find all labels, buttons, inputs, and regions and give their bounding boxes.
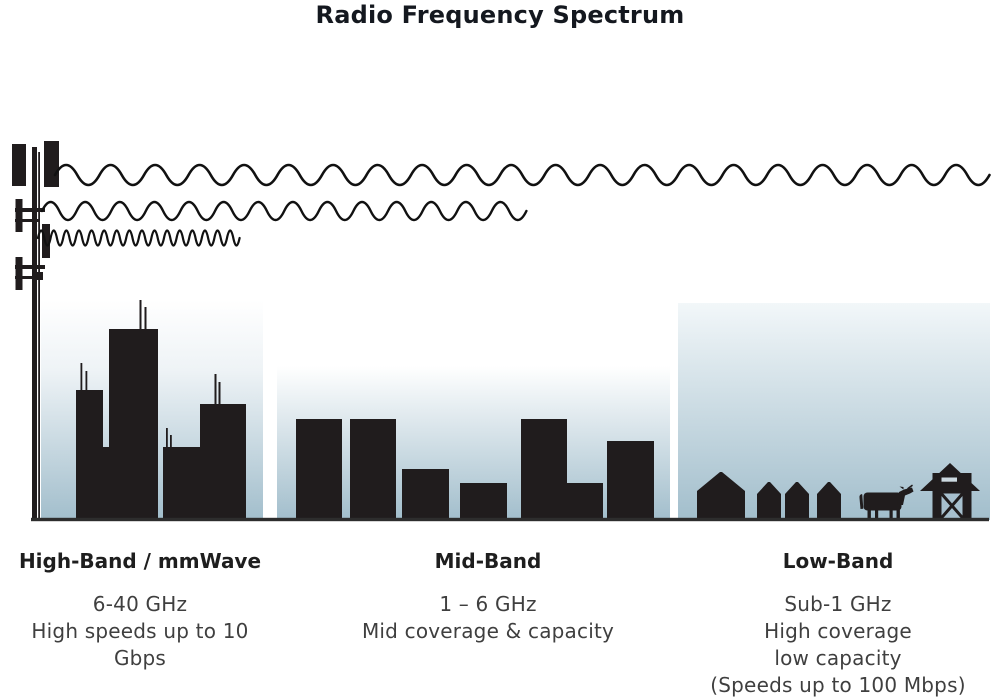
high-band-frequency: 6-40 GHz	[92, 592, 188, 616]
radio-waves	[36, 163, 991, 247]
low-band-label: Low-Band	[782, 549, 894, 573]
mid-band-description: 1 – 6 GHz Mid coverage & capacity	[358, 591, 618, 645]
mid-density-buildings	[296, 419, 654, 520]
spectrum-scene	[12, 141, 991, 522]
low-band-long-wavelength-wave	[53, 163, 991, 187]
low-band-coverage: High coverage	[764, 619, 912, 643]
high-band-speed: High speeds up to 10 Gbps	[31, 619, 249, 670]
low-band-frequency: Sub-1 GHz	[784, 592, 892, 616]
mid-band-frequency: 1 – 6 GHz	[439, 592, 537, 616]
barn-icon	[920, 463, 980, 521]
cow-icon	[859, 484, 914, 521]
mid-band-medium-wavelength-wave	[40, 200, 528, 222]
high-band-short-wavelength-wave	[36, 229, 241, 247]
house-icon	[697, 472, 841, 520]
low-band-speed: (Speeds up to 100 Mbps)	[710, 673, 966, 697]
high-band-description: 6-40 GHz High speeds up to 10 Gbps	[10, 591, 270, 672]
low-band-capacity: low capacity	[774, 646, 902, 670]
high-band-label: High-Band / mmWave	[18, 549, 262, 573]
cell-tower-icon	[12, 141, 59, 520]
mid-band-coverage: Mid coverage & capacity	[361, 619, 615, 643]
city-skyline	[76, 300, 246, 520]
ground-line	[31, 517, 989, 522]
mid-band-label: Mid-Band	[434, 549, 542, 573]
low-band-description: Sub-1 GHz High coverage low capacity (Sp…	[688, 591, 988, 699]
diagram-title: Radio Frequency Spectrum	[315, 1, 685, 29]
houses-cow-barn	[697, 463, 980, 521]
